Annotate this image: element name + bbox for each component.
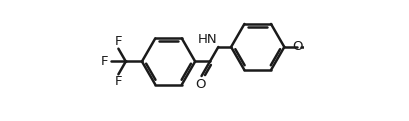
Text: F: F: [101, 55, 108, 68]
Text: F: F: [115, 35, 122, 48]
Text: O: O: [291, 41, 301, 53]
Text: O: O: [195, 78, 205, 91]
Text: F: F: [115, 75, 122, 88]
Text: HN: HN: [197, 33, 217, 46]
